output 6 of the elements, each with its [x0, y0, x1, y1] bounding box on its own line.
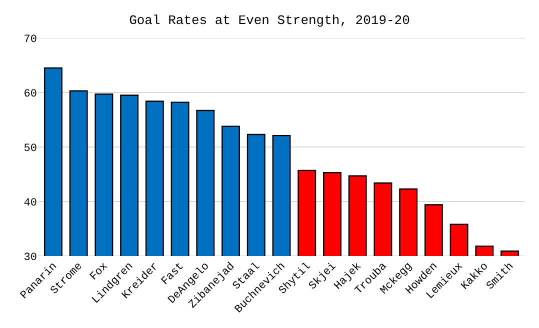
y-tick-label: 60: [24, 88, 37, 100]
y-tick-label: 50: [24, 142, 37, 155]
y-tick-label: 30: [24, 252, 37, 264]
y-tick-label: 70: [24, 34, 37, 46]
chart-title: Goal Rates at Even Strength, 2019-20: [129, 12, 410, 28]
y-tick-label: 40: [24, 197, 37, 210]
